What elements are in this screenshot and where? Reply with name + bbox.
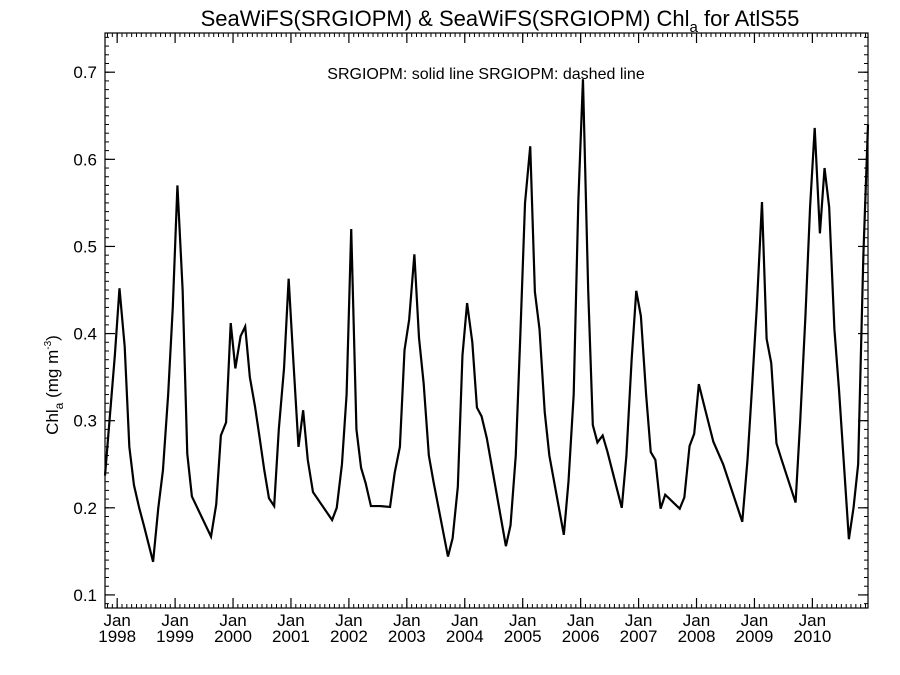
series-line-solid [103,79,870,563]
series-layer [103,79,870,563]
y-tick-label: 0.1 [73,586,97,605]
y-tick-label: 0.2 [73,499,97,518]
x-tick-month-label: Jan [451,611,478,630]
ylabel-subscript: a [52,402,66,409]
y-tick-label: 0.5 [73,237,97,256]
x-tick-month-label: Jan [393,611,420,630]
x-tick-month-label: Jan [103,611,130,630]
x-tick-year-label: 1999 [156,627,194,646]
title-subscript: a [690,19,699,36]
y-tick-label: 0.7 [73,63,97,82]
x-tick-month-label: Jan [277,611,304,630]
ylabel-units: (mg m [43,350,62,403]
y-tick-label: 0.6 [73,150,97,169]
x-tick-year-label: 2003 [388,627,426,646]
x-tick-year-label: 2009 [736,627,774,646]
y-axis-ticks: 0.1 0.2 0.3 0.4 0.5 0.6 0.7 [73,63,868,605]
ylabel-exponent: -3 [43,340,54,349]
x-tick-month-label: Jan [799,611,826,630]
minor-ticks [105,33,868,608]
ylabel-main: Chl [43,409,62,435]
chart-title: SeaWiFS(SRGIOPM) & SeaWiFS(SRGIOPM) Chla… [201,6,800,36]
x-tick-year-label: 2008 [678,627,716,646]
x-tick-year-label: 2001 [272,627,310,646]
x-tick-month-label: Jan [741,611,768,630]
legend-text: SRGIOPM: solid line SRGIOPM: dashed line [327,66,645,83]
y-tick-label: 0.3 [73,412,97,431]
title-suffix: for AtlS55 [698,6,800,31]
ylabel-close: ) [43,335,62,341]
x-tick-month-label: Jan [335,611,362,630]
x-tick-month-label: Jan [219,611,246,630]
x-tick-month-label: Jan [625,611,652,630]
x-tick-year-label: 2007 [620,627,658,646]
x-tick-year-label: 2002 [330,627,368,646]
x-tick-year-label: 2004 [446,627,484,646]
x-tick-year-label: 2006 [562,627,600,646]
plot-frame [104,32,869,609]
y-axis-label: Chla (mg m-3) [43,335,66,435]
x-tick-month-label: Jan [161,611,188,630]
title-main: SeaWiFS(SRGIOPM) & SeaWiFS(SRGIOPM) Chl [201,6,690,31]
x-tick-month-label: Jan [509,611,536,630]
x-tick-year-label: 2005 [504,627,542,646]
x-axis-ticks: Jan1998Jan1999Jan2000Jan2001Jan2002Jan20… [98,33,831,646]
y-tick-label: 0.4 [73,325,97,344]
x-tick-year-label: 2000 [214,627,252,646]
x-tick-month-label: Jan [567,611,594,630]
x-tick-month-label: Jan [683,611,710,630]
x-tick-year-label: 1998 [98,627,136,646]
x-tick-year-label: 2010 [793,627,831,646]
